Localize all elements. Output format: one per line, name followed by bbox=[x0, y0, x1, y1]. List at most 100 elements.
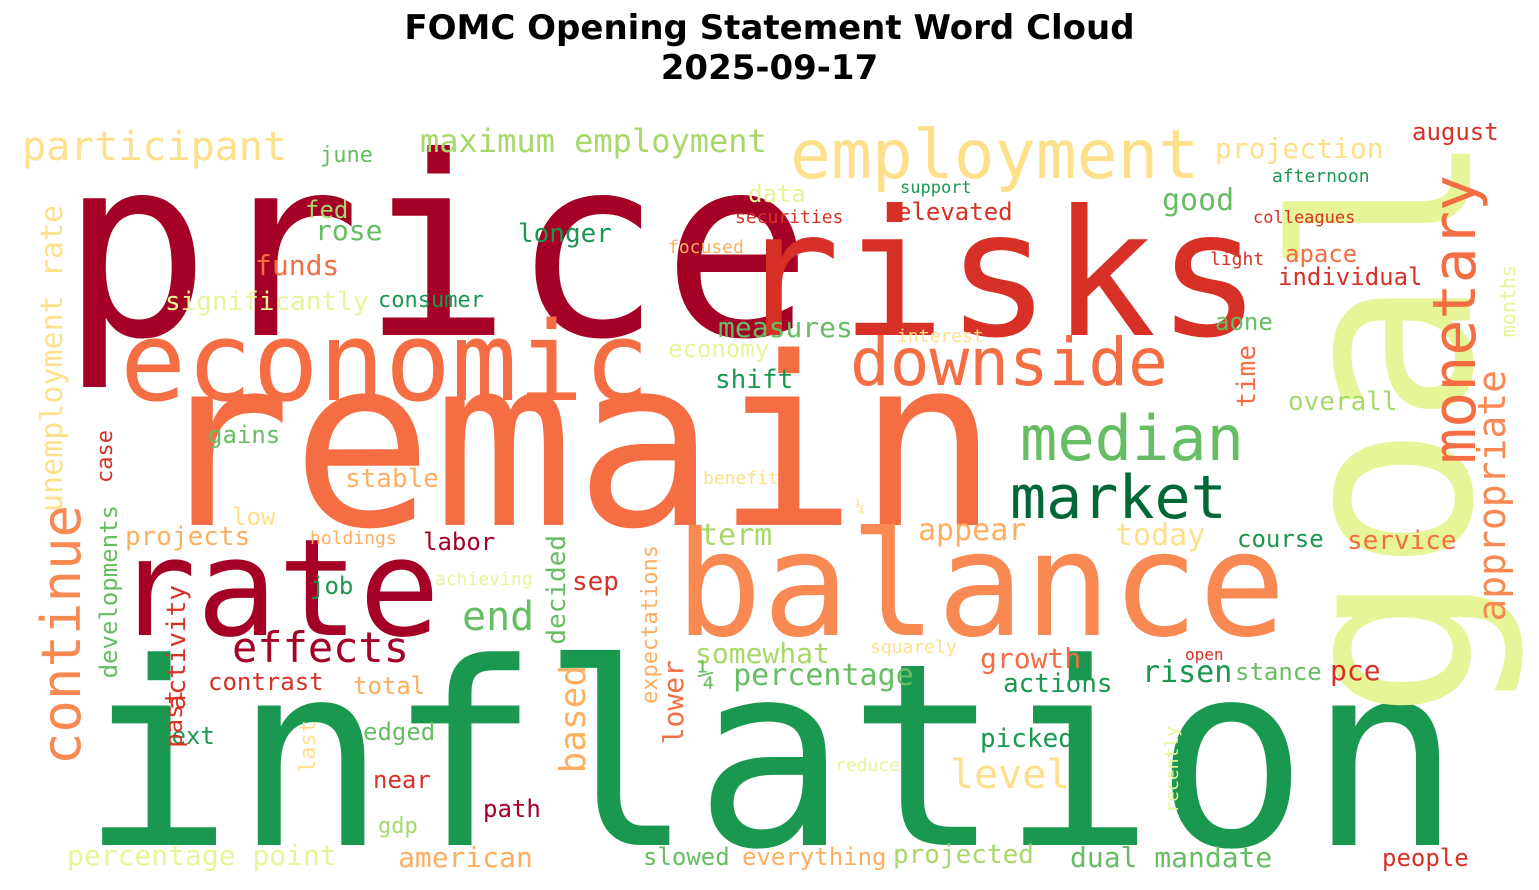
word-total: total bbox=[353, 672, 425, 700]
word-economic: economic bbox=[120, 298, 650, 426]
word-months: months bbox=[1496, 265, 1520, 337]
word-job: job bbox=[310, 572, 353, 600]
word-longer: longer bbox=[518, 219, 612, 249]
word-based: based bbox=[553, 665, 594, 773]
word-case: case bbox=[93, 430, 118, 483]
word-projection: projection bbox=[1215, 132, 1384, 165]
word-growth: growth bbox=[980, 642, 1081, 675]
word-elevated: elevated bbox=[897, 198, 1013, 226]
word-economy: economy bbox=[668, 335, 769, 363]
word-activity: activity bbox=[162, 585, 192, 710]
word-picked: picked bbox=[980, 724, 1074, 754]
word-gdp: gdp bbox=[378, 814, 418, 839]
word-appear: appear bbox=[918, 513, 1026, 548]
word-contrast: contrast bbox=[208, 668, 324, 696]
word-continue: continue bbox=[30, 505, 93, 765]
word-afternoon: afternoon bbox=[1272, 166, 1370, 187]
word-interest: interest bbox=[897, 326, 984, 347]
word-term: term bbox=[700, 518, 772, 553]
word-rose: rose bbox=[315, 214, 382, 247]
word-data: data bbox=[748, 180, 806, 208]
word-level: level bbox=[950, 752, 1070, 798]
word-labor: labor bbox=[423, 528, 495, 556]
word-goal: goal bbox=[1243, 130, 1528, 720]
word-people: people bbox=[1382, 844, 1469, 872]
word-last: last bbox=[296, 720, 321, 773]
word-participant: participant bbox=[22, 124, 287, 170]
word-past: past bbox=[160, 690, 188, 748]
word-stance: stance bbox=[1235, 658, 1322, 686]
word-unemployment-rate: unemployment rate bbox=[35, 205, 70, 512]
word-service: service bbox=[1347, 526, 1457, 556]
word-support: support bbox=[900, 178, 972, 198]
word-consumer: consumer bbox=[378, 288, 484, 313]
word-overall: overall bbox=[1288, 387, 1398, 417]
word-market: market bbox=[1010, 463, 1227, 533]
word-: ¼ bbox=[855, 497, 865, 516]
word-securities: securities bbox=[735, 207, 843, 228]
word-percentage: ¼ percentage bbox=[697, 658, 914, 693]
word-monetary: monetary bbox=[1420, 175, 1490, 464]
word-projected: projected bbox=[893, 840, 1034, 870]
word-good: good bbox=[1162, 183, 1234, 218]
word-light: light bbox=[1210, 249, 1264, 270]
word-lower: lower bbox=[657, 660, 690, 744]
word-significantly: significantly bbox=[165, 287, 369, 317]
word-focused: focused bbox=[668, 237, 744, 258]
word-effects: effects bbox=[232, 623, 409, 672]
word-risks: risks bbox=[735, 174, 1262, 377]
word-fed: fed bbox=[305, 196, 348, 224]
word-decided: decided bbox=[542, 535, 572, 645]
word-median: median bbox=[1020, 402, 1244, 475]
word-funds: funds bbox=[255, 249, 339, 282]
word-american: american bbox=[398, 841, 533, 874]
word-everything: everything bbox=[742, 843, 887, 871]
chart-title-line2: 2025-09-17 bbox=[660, 48, 879, 88]
word-august: august bbox=[1412, 118, 1499, 146]
word-end: end bbox=[462, 594, 534, 640]
word-balance: balance bbox=[675, 501, 1286, 670]
word-open: open bbox=[1185, 645, 1224, 664]
word-time: time bbox=[1232, 345, 1262, 408]
word-actions: actions bbox=[1003, 669, 1113, 699]
word-percentage-point: percentage point bbox=[67, 839, 337, 872]
chart-title-line1: FOMC Opening Statement Word Cloud bbox=[404, 8, 1135, 48]
word-dual-mandate: dual mandate bbox=[1070, 841, 1272, 874]
word-aone: aone bbox=[1215, 308, 1273, 336]
word-slowed: slowed bbox=[643, 843, 730, 871]
word-holdings: holdings bbox=[310, 528, 397, 549]
word-benefit: benefit bbox=[703, 468, 779, 489]
word-expectations: expectations bbox=[638, 545, 663, 704]
word-edged: edged bbox=[363, 718, 435, 746]
word-sep: sep bbox=[572, 567, 619, 597]
word-risen: risen bbox=[1142, 655, 1232, 690]
word-achieving: achieving bbox=[435, 569, 533, 590]
word-pce: pce bbox=[1330, 654, 1381, 687]
word-gains: gains bbox=[208, 421, 280, 449]
word-next: next bbox=[157, 722, 215, 750]
word-maximum-employment: maximum employment bbox=[420, 122, 767, 160]
word-stable: stable bbox=[345, 464, 439, 494]
word-price: price bbox=[60, 103, 813, 394]
word-developments: developments bbox=[95, 505, 123, 678]
word-measures: measures bbox=[718, 311, 853, 344]
word-near: near bbox=[373, 766, 431, 794]
word-individual: individual bbox=[1278, 263, 1423, 291]
word-remain: remain bbox=[150, 308, 999, 581]
word-june: june bbox=[320, 143, 373, 168]
word-projects: projects bbox=[125, 522, 250, 552]
word-course: course bbox=[1237, 525, 1324, 553]
word-path: path bbox=[483, 795, 541, 823]
word-appropriate: appropriate bbox=[1470, 370, 1514, 622]
word-today: today bbox=[1115, 518, 1205, 553]
word-low: low bbox=[232, 503, 276, 531]
word-shift: shift bbox=[715, 365, 793, 395]
word-colleagues: colleagues bbox=[1253, 208, 1355, 228]
word-somewhat: somewhat bbox=[695, 637, 830, 670]
chart-title: FOMC Opening Statement Word Cloud 2025-0… bbox=[0, 8, 1539, 88]
word-employment: employment bbox=[790, 116, 1199, 195]
word-inflation: inflation bbox=[80, 609, 1462, 890]
word-downside: downside bbox=[850, 324, 1168, 401]
